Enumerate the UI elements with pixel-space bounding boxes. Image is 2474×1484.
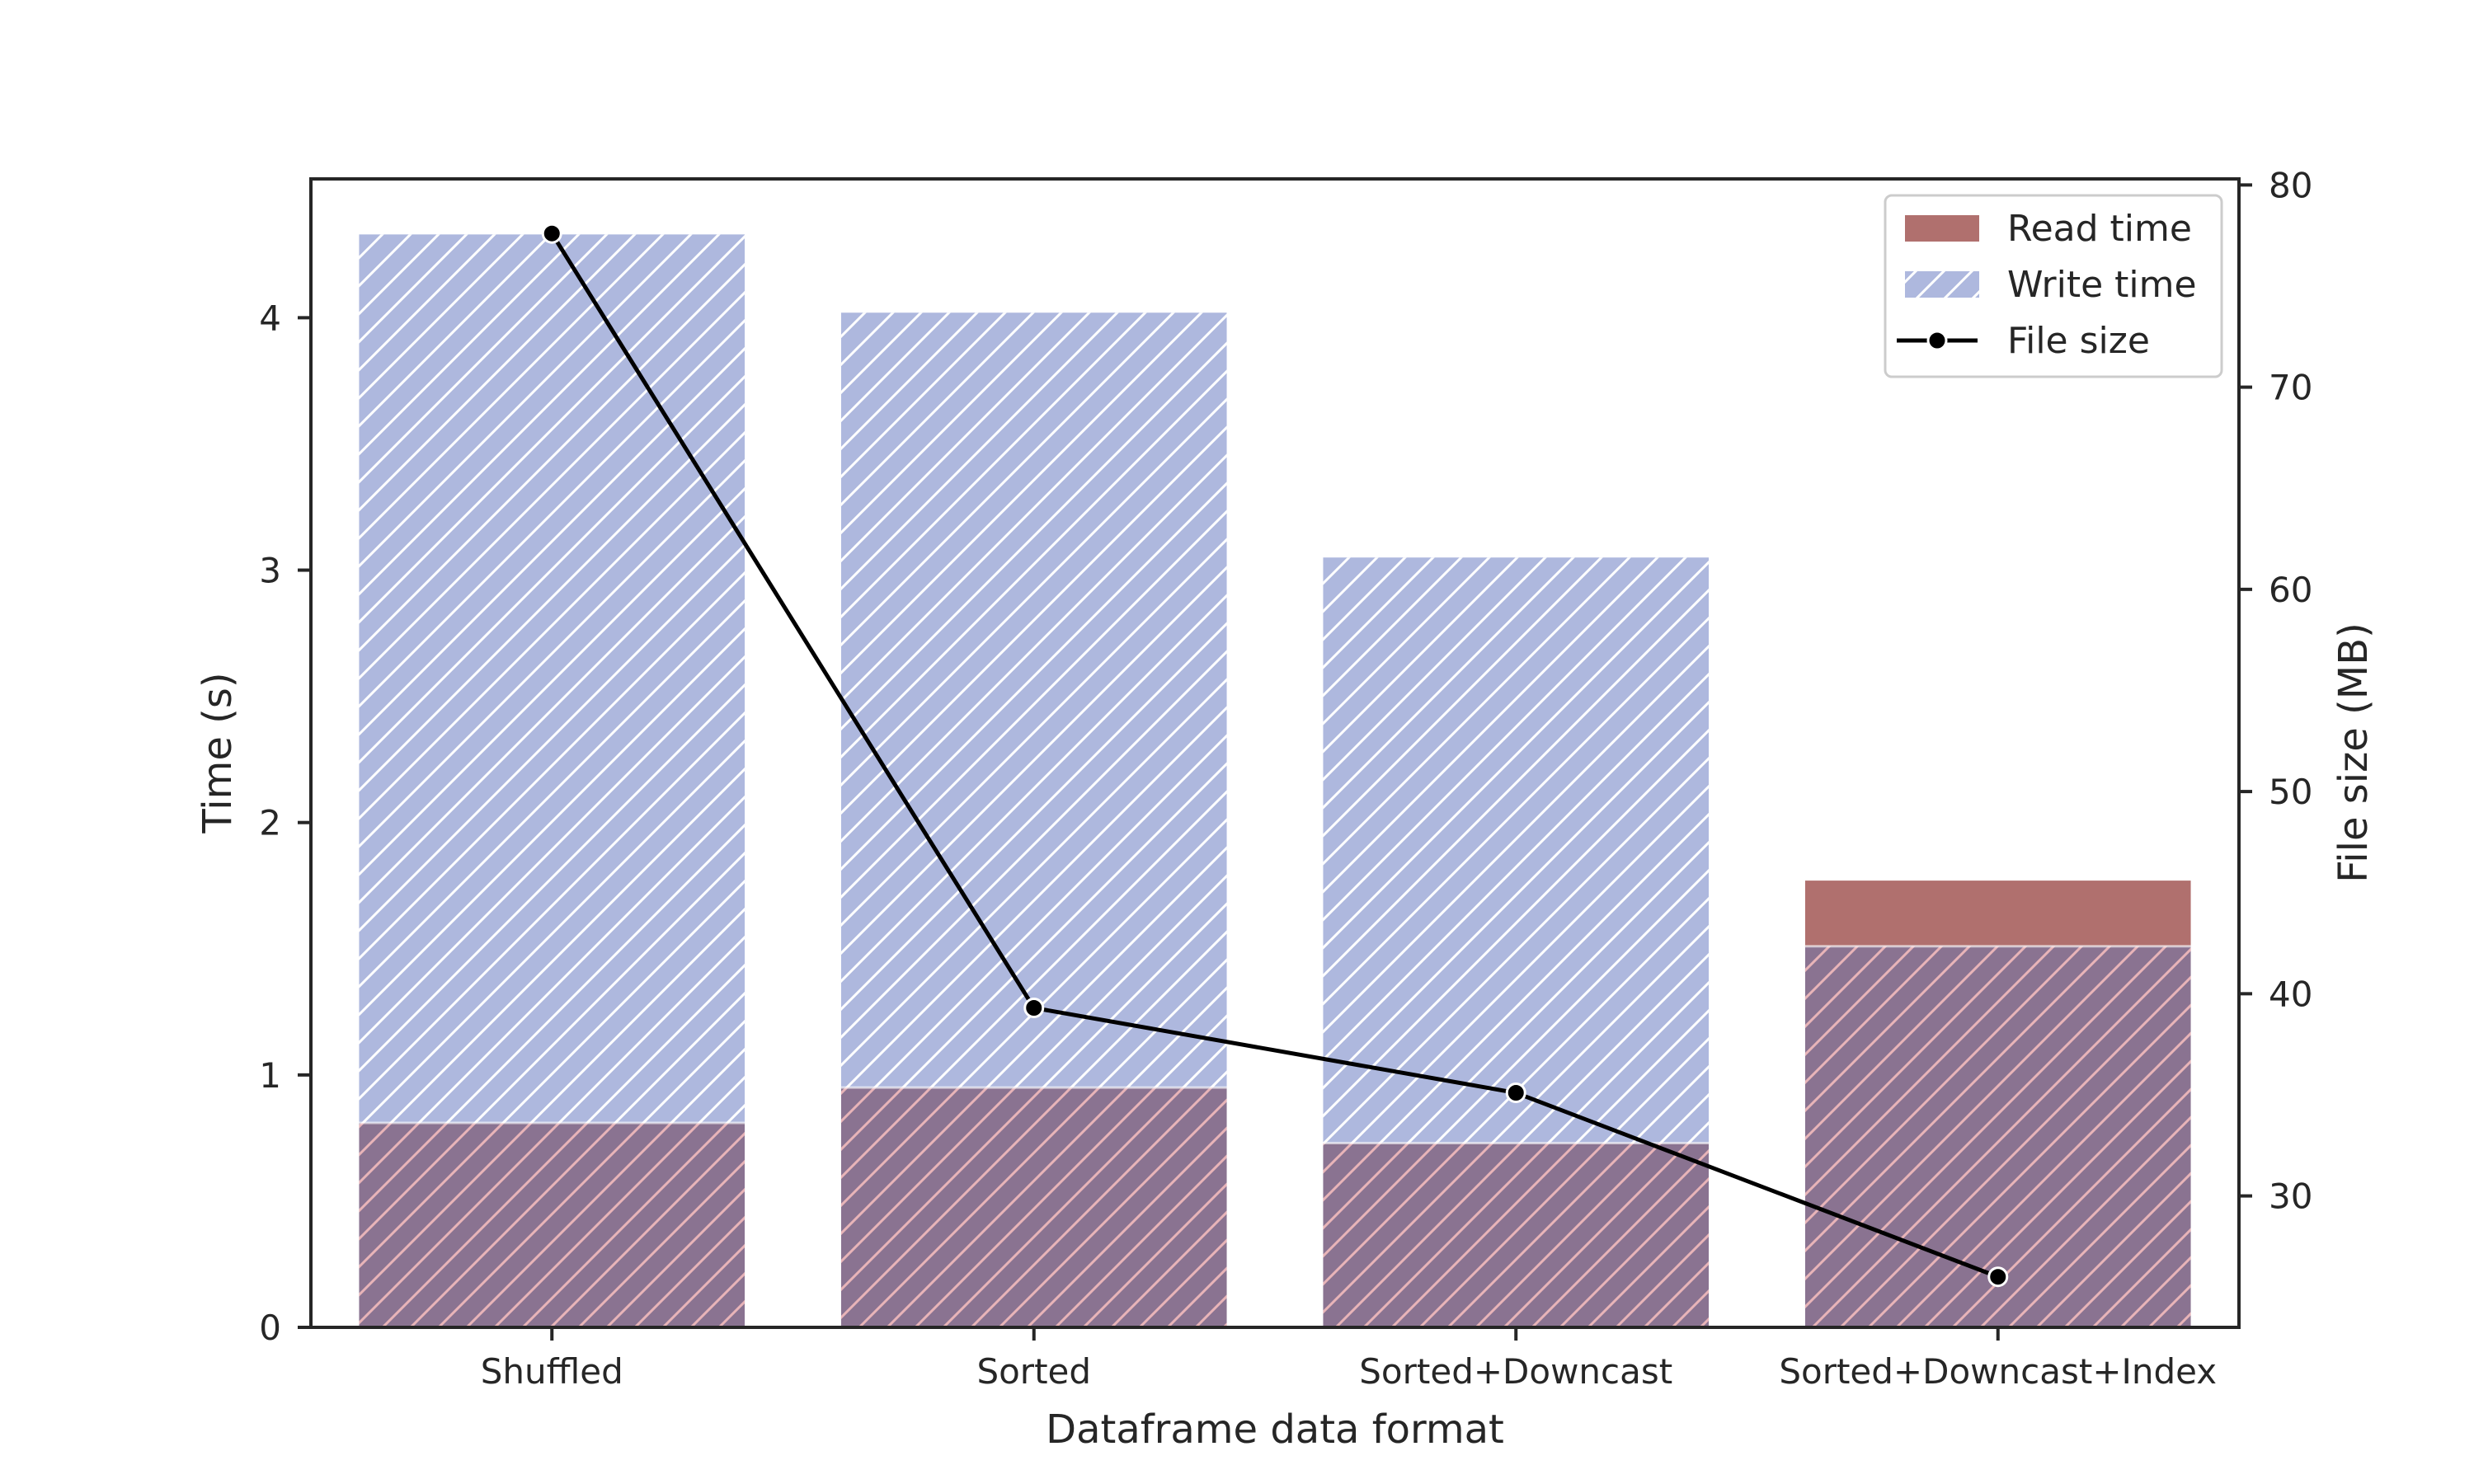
overlap-hatch-sorted [840, 1087, 1227, 1327]
y2-tick-label: 30 [2269, 1176, 2312, 1217]
y2-tick-label: 50 [2269, 772, 2312, 812]
overlap-hatch-shuffled [359, 1123, 745, 1327]
legend-label-file-size: File size [2007, 320, 2150, 362]
plot-frame [309, 177, 2241, 1329]
file-size-point-sorted-downcast-index [1987, 1266, 2009, 1288]
y-tick-label: 1 [259, 1055, 281, 1096]
overlap-hatch-sorted-downcast-index [1804, 946, 2191, 1327]
legend-swatch-write-time [1905, 271, 1979, 298]
y-tick-label: 2 [259, 803, 281, 843]
x-tick-label: Sorted+Downcast [1359, 1351, 1672, 1392]
x-tick-label: Sorted+Downcast+Index [1779, 1351, 2217, 1392]
bars-layer [359, 234, 2191, 1327]
legend-swatch-read-time [1905, 215, 1979, 242]
y-tick-label: 4 [259, 298, 281, 338]
y2-tick-label: 80 [2269, 165, 2312, 205]
write-time-hatch-shuffled [359, 234, 745, 1124]
y2-tick-label: 40 [2269, 974, 2312, 1014]
x-axis-title: Dataframe data format [1046, 1407, 1504, 1453]
y2-tick-label: 70 [2269, 368, 2312, 408]
file-size-point-shuffled [541, 223, 562, 244]
file-size-line [550, 232, 1999, 1280]
y-tick-label: 0 [259, 1308, 281, 1348]
write-time-hatch-sorted-downcast [1323, 557, 1710, 1144]
x-tick-label: Shuffled [481, 1351, 623, 1392]
read-time-bar-sorted-downcast-index [1804, 881, 2191, 946]
file-size-line-layer [541, 223, 2009, 1288]
y-tick-label: 3 [259, 551, 281, 591]
legend-label-write-time: Write time [2007, 264, 2197, 306]
y-axis-title: Time (s) [195, 672, 241, 834]
x-tick-label: Sorted [976, 1351, 1091, 1392]
legend-label-read-time: Read time [2007, 208, 2192, 250]
x-axis: Shuffled Sorted Sorted+Downcast Sorted+Down… [481, 1327, 2217, 1392]
write-time-hatch-sorted [840, 312, 1227, 1088]
overlap-hatch-sorted-downcast [1323, 1143, 1710, 1327]
y-axis-left: 0 1 2 3 4 [259, 298, 311, 1348]
y2-axis-title: File size (MB) [2331, 622, 2377, 883]
legend-swatch-file-size [1897, 330, 1978, 351]
legend: Read time Write time File size [1884, 194, 2223, 378]
y-axis-right: 30 40 50 60 70 80 [2239, 165, 2312, 1217]
y2-tick-label: 60 [2269, 570, 2312, 610]
file-size-point-sorted-downcast [1505, 1082, 1526, 1104]
file-size-point-sorted [1023, 998, 1045, 1019]
